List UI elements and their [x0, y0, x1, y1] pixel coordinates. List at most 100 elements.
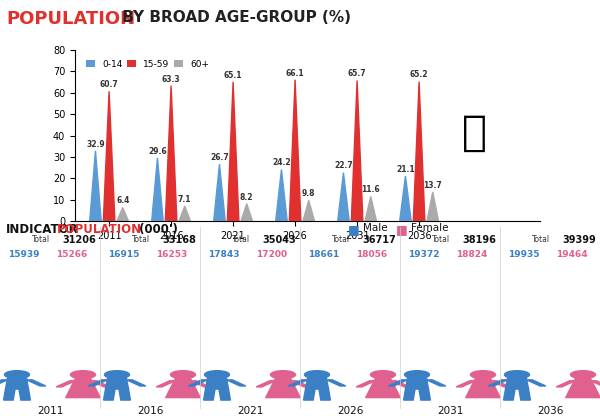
- Text: 29.6: 29.6: [148, 147, 167, 156]
- Text: 39399: 39399: [562, 235, 596, 245]
- Polygon shape: [413, 82, 425, 221]
- Text: 17200: 17200: [256, 250, 287, 259]
- Polygon shape: [241, 204, 253, 221]
- Text: 13.7: 13.7: [424, 181, 442, 190]
- Text: 2026: 2026: [337, 406, 363, 416]
- Text: 65.1: 65.1: [224, 71, 242, 80]
- Polygon shape: [419, 389, 430, 400]
- Text: 2011: 2011: [37, 406, 63, 416]
- Text: 31206: 31206: [62, 235, 96, 245]
- Polygon shape: [556, 381, 575, 387]
- Text: 36717: 36717: [362, 235, 396, 245]
- Text: 35043: 35043: [262, 235, 296, 245]
- Polygon shape: [352, 81, 363, 221]
- Polygon shape: [365, 196, 377, 221]
- Text: 63.3: 63.3: [162, 74, 181, 84]
- Text: 16915: 16915: [108, 250, 139, 259]
- Text: 19372: 19372: [408, 250, 439, 259]
- Text: 65.2: 65.2: [410, 70, 428, 79]
- Polygon shape: [303, 200, 314, 221]
- Polygon shape: [519, 389, 530, 400]
- Text: POPULATION: POPULATION: [57, 223, 142, 235]
- Polygon shape: [188, 380, 208, 386]
- Text: 2021: 2021: [237, 406, 263, 416]
- Polygon shape: [503, 389, 515, 400]
- Text: Total: Total: [332, 235, 350, 244]
- Text: Total: Total: [532, 235, 550, 244]
- Circle shape: [71, 371, 95, 379]
- Legend: 0-14, 15-59, 60+: 0-14, 15-59, 60+: [84, 58, 211, 70]
- Text: Total: Total: [432, 235, 450, 244]
- Polygon shape: [104, 389, 115, 400]
- Polygon shape: [527, 380, 546, 386]
- Polygon shape: [466, 379, 500, 398]
- Polygon shape: [400, 176, 411, 221]
- Polygon shape: [219, 389, 230, 400]
- Polygon shape: [275, 169, 287, 221]
- Polygon shape: [156, 381, 175, 387]
- Polygon shape: [566, 379, 600, 398]
- Polygon shape: [66, 379, 100, 398]
- Polygon shape: [166, 86, 177, 221]
- Text: 60.7: 60.7: [100, 80, 118, 89]
- Polygon shape: [266, 379, 300, 398]
- Polygon shape: [288, 380, 307, 386]
- Polygon shape: [388, 380, 407, 386]
- Text: 24.2: 24.2: [272, 158, 291, 167]
- Text: Male: Male: [363, 223, 388, 233]
- Polygon shape: [56, 381, 76, 387]
- Text: ■: ■: [348, 223, 360, 235]
- Circle shape: [305, 371, 329, 379]
- Text: 19935: 19935: [508, 250, 539, 259]
- Polygon shape: [391, 381, 410, 387]
- Text: 2031: 2031: [437, 406, 463, 416]
- Polygon shape: [166, 379, 200, 398]
- Circle shape: [104, 371, 130, 379]
- Polygon shape: [319, 389, 331, 400]
- Text: 22.7: 22.7: [334, 161, 353, 171]
- Text: 7.1: 7.1: [178, 195, 191, 204]
- Polygon shape: [89, 151, 101, 221]
- Text: 38196: 38196: [462, 235, 496, 245]
- Polygon shape: [304, 389, 315, 400]
- Text: Total: Total: [32, 235, 50, 244]
- Polygon shape: [117, 208, 128, 221]
- Circle shape: [5, 371, 29, 379]
- Text: 2016: 2016: [137, 406, 163, 416]
- Text: 👶: 👶: [461, 112, 487, 154]
- Polygon shape: [91, 381, 110, 387]
- Polygon shape: [404, 389, 415, 400]
- Polygon shape: [191, 381, 210, 387]
- Polygon shape: [427, 380, 446, 386]
- Polygon shape: [356, 381, 376, 387]
- Circle shape: [271, 371, 295, 379]
- Circle shape: [371, 371, 395, 379]
- Polygon shape: [590, 381, 600, 387]
- Text: Total: Total: [132, 235, 150, 244]
- Polygon shape: [488, 380, 508, 386]
- Polygon shape: [491, 381, 510, 387]
- Text: 16253: 16253: [156, 250, 187, 259]
- Polygon shape: [227, 82, 239, 221]
- Polygon shape: [227, 380, 246, 386]
- Text: 19464: 19464: [556, 250, 587, 259]
- Circle shape: [470, 371, 496, 379]
- Text: 15939: 15939: [8, 250, 40, 259]
- Circle shape: [170, 371, 196, 379]
- Text: BY BROAD AGE-GROUP (%): BY BROAD AGE-GROUP (%): [117, 10, 351, 25]
- Text: 32.9: 32.9: [86, 140, 105, 149]
- Text: 17843: 17843: [208, 250, 239, 259]
- Text: 11.6: 11.6: [361, 185, 380, 194]
- Text: 2036: 2036: [537, 406, 563, 416]
- Polygon shape: [305, 379, 329, 389]
- Text: Total: Total: [232, 235, 250, 244]
- Polygon shape: [406, 379, 428, 389]
- Circle shape: [571, 371, 595, 379]
- Text: 66.1: 66.1: [286, 69, 304, 77]
- Text: 18056: 18056: [356, 250, 387, 259]
- Text: 6.4: 6.4: [116, 196, 130, 206]
- Polygon shape: [289, 80, 301, 221]
- Polygon shape: [119, 389, 130, 400]
- Polygon shape: [366, 379, 400, 398]
- Circle shape: [205, 371, 229, 379]
